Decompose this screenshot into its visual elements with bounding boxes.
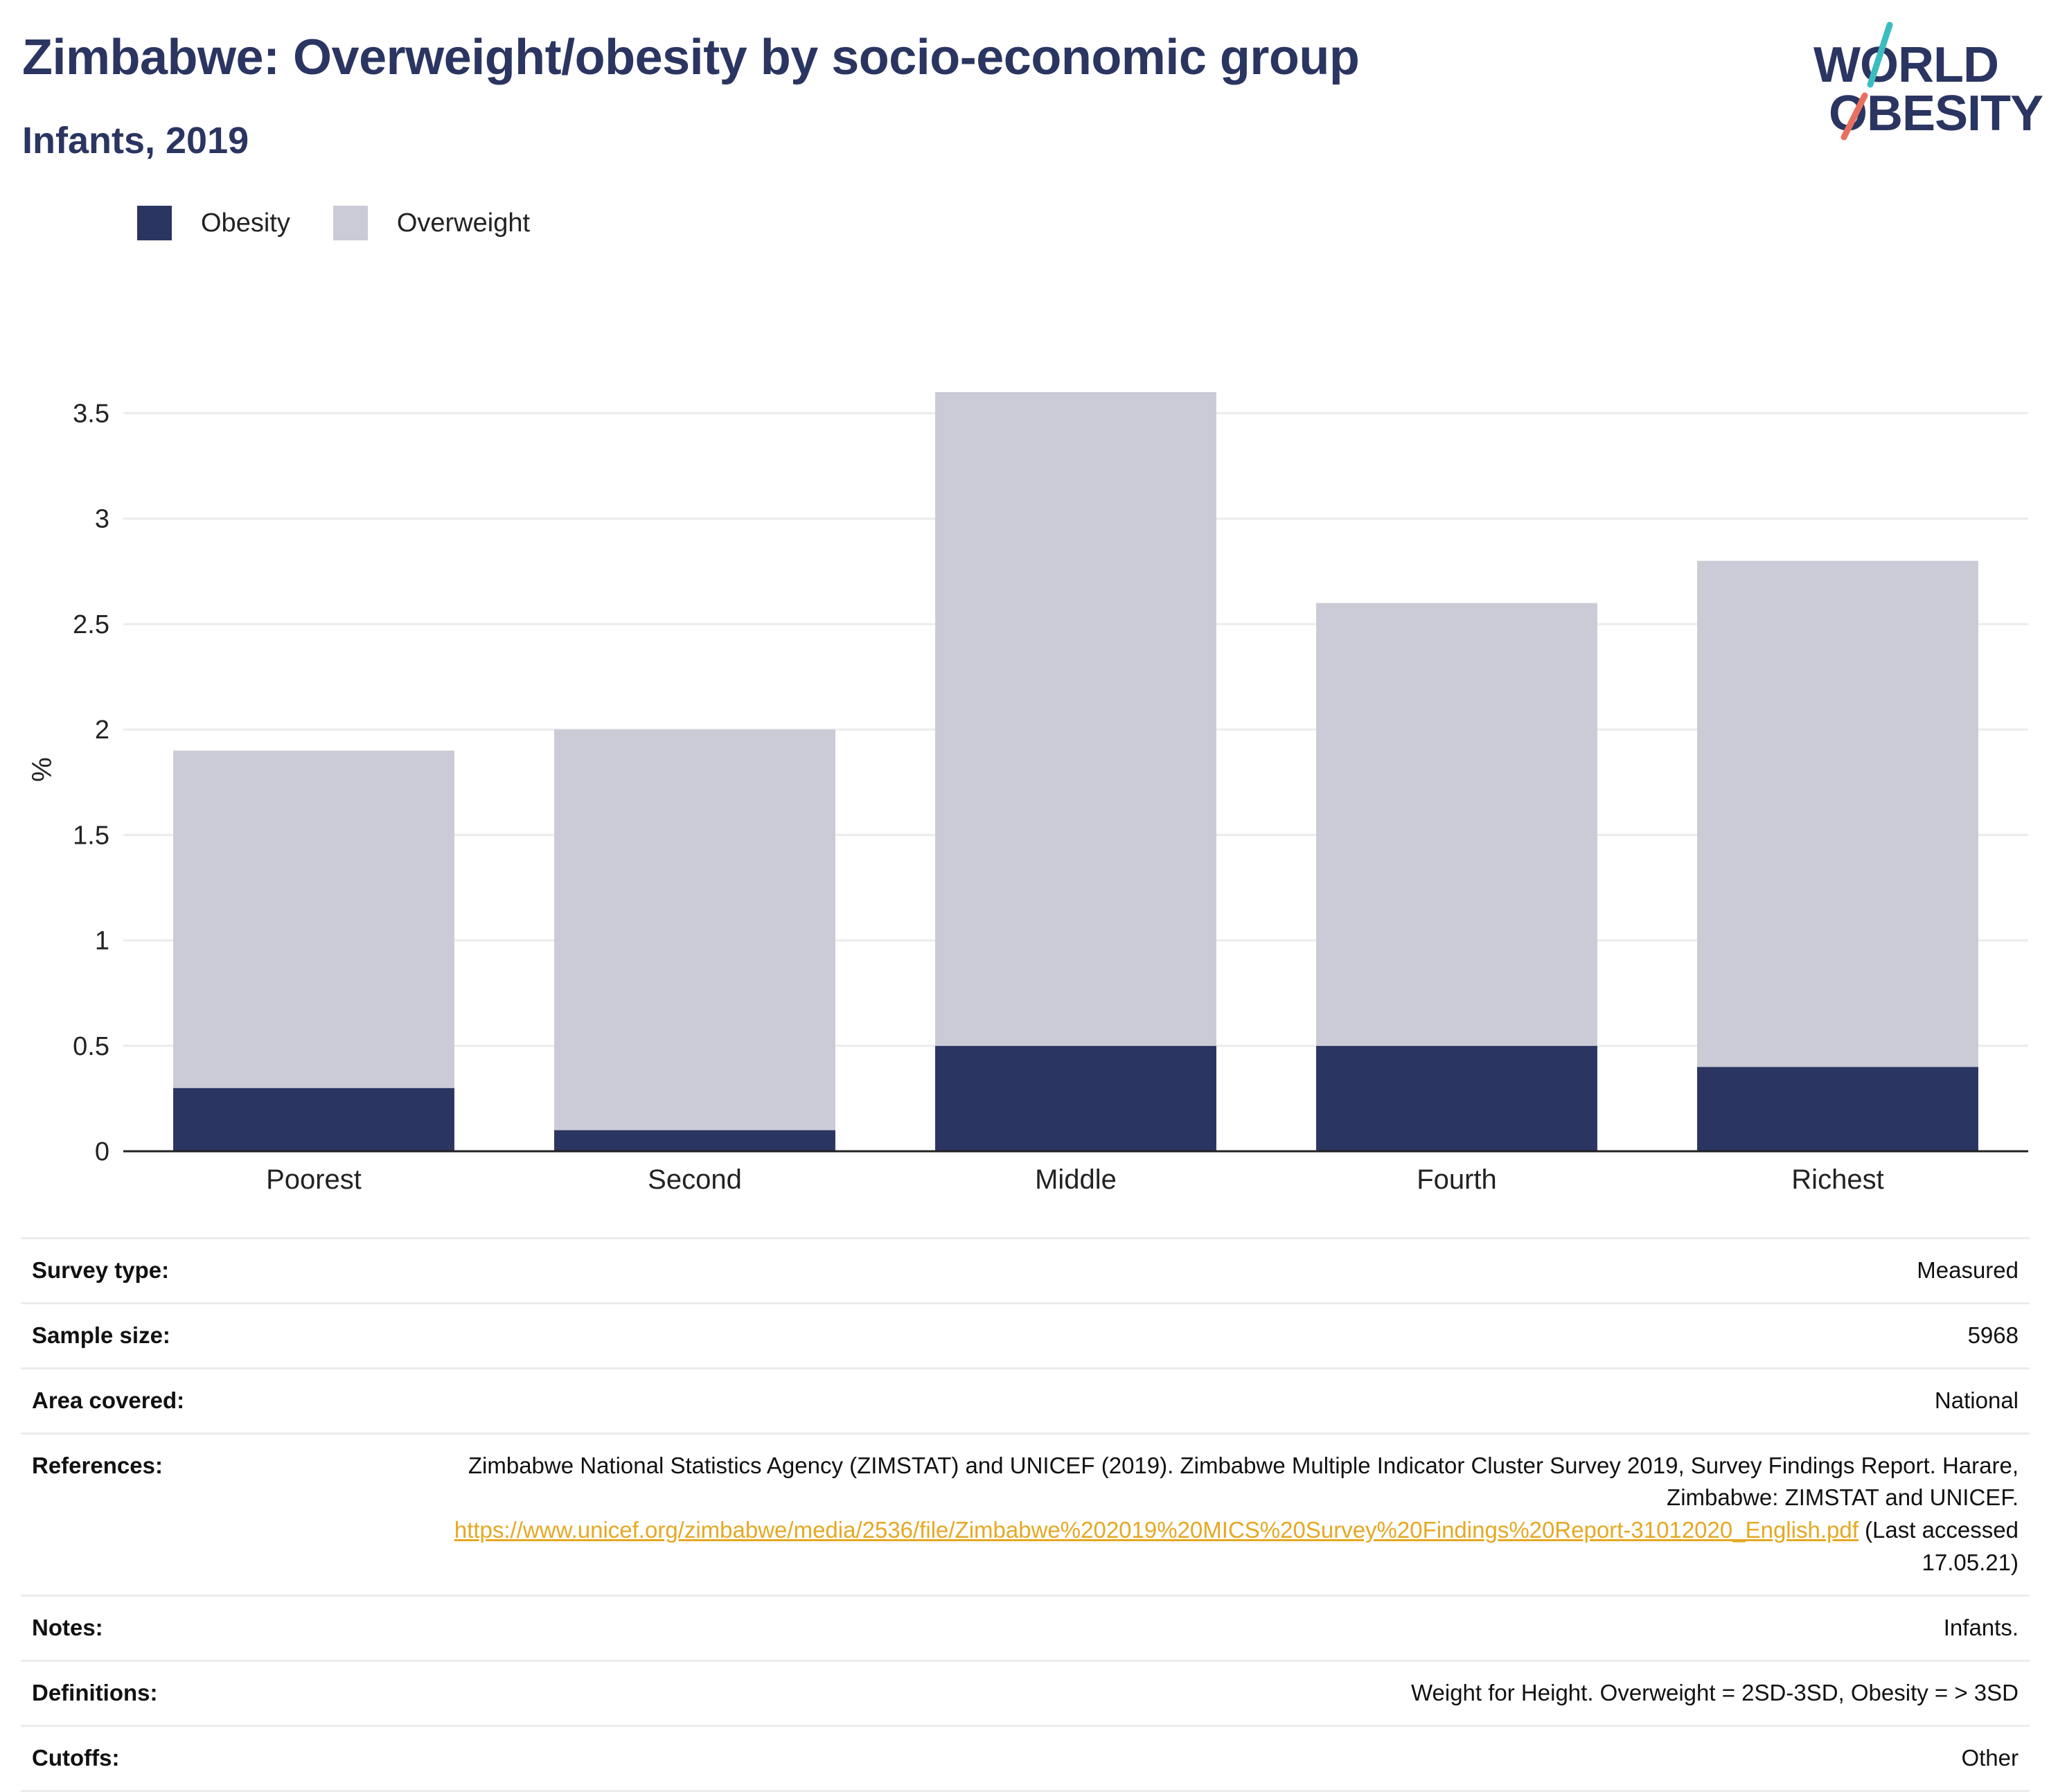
y-tick-label: 0 <box>95 1137 109 1166</box>
info-value: Zimbabwe National Statistics Agency (ZIM… <box>431 1433 2030 1597</box>
reference-text: Zimbabwe National Statistics Agency (ZIM… <box>468 1452 2019 1511</box>
reference-link[interactable]: https://www.unicef.org/zimbabwe/media/25… <box>454 1517 1859 1543</box>
y-tick-label: 2.5 <box>73 610 109 639</box>
chart-legend: Obesity Overweight <box>137 206 573 240</box>
info-row-sample-size: Sample size: 5968 <box>21 1303 2030 1369</box>
world-obesity-logo: WORLD OBESITY <box>1801 21 2043 145</box>
reference-accessed: (Last accessed 17.05.21) <box>1865 1517 2019 1576</box>
info-value: Measured <box>431 1237 2030 1304</box>
logo-slash-icon <box>1840 21 1893 141</box>
y-axis-label: % <box>27 757 57 782</box>
info-row-references: References: Zimbabwe National Statistics… <box>21 1433 2030 1597</box>
chart-subtitle: Infants, 2019 <box>22 120 249 161</box>
bar-overweight-second <box>554 729 835 1130</box>
bar-obesity-second <box>554 1130 835 1151</box>
info-label: Cutoffs: <box>21 1726 431 1792</box>
info-label: Notes: <box>21 1595 431 1662</box>
info-row-area-covered: Area covered: National <box>21 1368 2030 1435</box>
legend-item-overweight[interactable]: Overweight <box>332 206 531 240</box>
logo-line-1: WORLD <box>1813 37 1999 93</box>
legend-label-obesity: Obesity <box>201 208 290 238</box>
legend-swatch-obesity <box>137 206 172 240</box>
info-row-notes: Notes: Infants. <box>21 1595 2030 1662</box>
bar-obesity-fourth <box>1316 1045 1597 1151</box>
y-tick-label: 3 <box>95 505 109 534</box>
bar-obesity-richest <box>1697 1067 1978 1151</box>
x-tick-label: Richest <box>1791 1164 1883 1195</box>
x-tick-label: Fourth <box>1417 1164 1497 1195</box>
info-value: Infants. <box>431 1595 2030 1662</box>
bar-overweight-richest <box>1697 560 1978 1067</box>
bar-obesity-middle <box>935 1045 1216 1151</box>
info-value: Other <box>431 1726 2030 1792</box>
info-value: 5968 <box>431 1303 2030 1369</box>
bar-overweight-fourth <box>1316 603 1597 1046</box>
y-tick-label: 0.5 <box>73 1032 109 1061</box>
info-value: Weight for Height. Overweight = 2SD-3SD,… <box>431 1660 2030 1727</box>
info-value: National <box>431 1368 2030 1435</box>
y-tick-label: 3.5 <box>73 400 109 429</box>
y-tick-label: 2 <box>95 716 109 745</box>
y-tick-label: 1.5 <box>73 821 109 850</box>
info-row-cutoffs: Cutoffs: Other <box>21 1726 2030 1792</box>
chart-title: Zimbabwe: Overweight/obesity by socio-ec… <box>22 30 1360 85</box>
bar-chart: 0 0.5 1 1.5 2 2.5 3 3.5% Poorest Second Middle Four… <box>27 392 2028 1195</box>
info-row-survey-type: Survey type: Measured <box>21 1237 2030 1304</box>
survey-info-table: Survey type: Measured Sample size: 5968 … <box>21 1237 2030 1792</box>
info-label: Area covered: <box>21 1368 431 1435</box>
info-label: References: <box>21 1433 431 1597</box>
x-tick-label: Second <box>648 1164 742 1195</box>
info-label: Definitions: <box>21 1660 431 1727</box>
info-row-definitions: Definitions: Weight for Height. Overweig… <box>21 1660 2030 1727</box>
legend-swatch-overweight <box>332 206 368 240</box>
legend-label-overweight: Overweight <box>396 208 531 238</box>
info-label: Sample size: <box>21 1303 431 1369</box>
bar-obesity-poorest <box>173 1088 454 1151</box>
x-tick-label: Middle <box>1035 1164 1117 1195</box>
info-label: Survey type: <box>21 1237 431 1304</box>
legend-item-obesity[interactable]: Obesity <box>137 206 290 240</box>
bar-overweight-poorest <box>173 750 454 1088</box>
bar-overweight-middle <box>935 392 1216 1046</box>
x-tick-label: Poorest <box>266 1164 362 1195</box>
y-tick-label: 1 <box>95 927 109 956</box>
